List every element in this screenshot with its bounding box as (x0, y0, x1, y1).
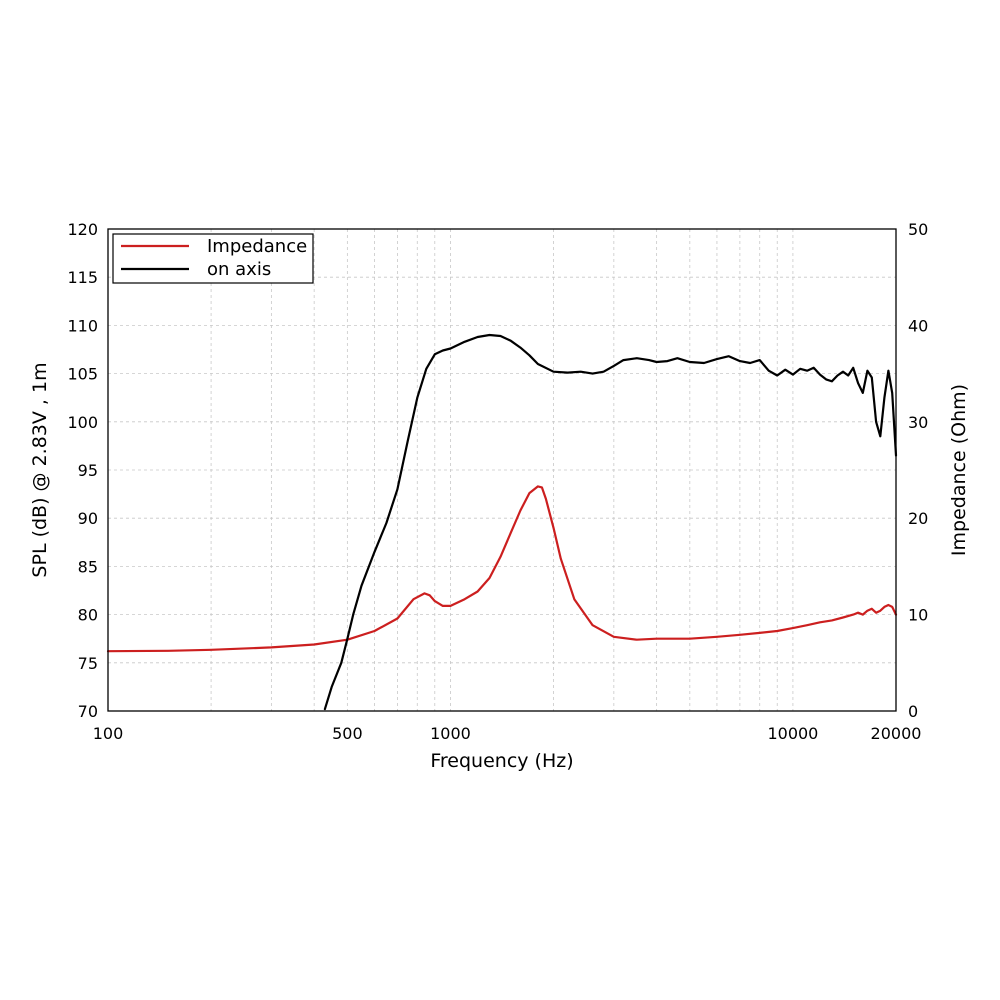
grid (108, 229, 896, 711)
tick-labels: 100 500 1000 10000 2000070758085909510010511… (67, 220, 928, 743)
y2-tick-label: 20 (908, 509, 928, 528)
y2-tick-label: 10 (908, 606, 928, 625)
y-tick-label: 110 (67, 316, 98, 335)
y2-tick-label: 0 (908, 702, 918, 721)
y-axis-title: SPL (dB) @ 2.83V , 1m (29, 362, 51, 577)
x-tick-label: 1000 (430, 724, 471, 743)
plot-frame (107, 228, 897, 712)
legend-box (112, 233, 314, 284)
y-tick-label: 95 (78, 461, 98, 480)
legend: Impedance on axis (112, 233, 314, 284)
y-tick-label: 80 (78, 606, 98, 625)
series-layer (106, 333, 898, 711)
legend-label-impedance: Impedance (207, 236, 307, 257)
y-tick-label: 70 (78, 702, 98, 721)
y2-axis-title: Impedance (Ohm) (948, 384, 970, 556)
y-tick-label: 75 (78, 654, 98, 673)
x-axis-title: Frequency (Hz) (430, 750, 573, 772)
series-line-on-axis (323, 333, 898, 711)
legend-label-on-axis: on axis (207, 259, 271, 280)
y-tick-label: 100 (67, 413, 98, 432)
y-tick-label: 85 (78, 557, 98, 576)
x-tick-label: 100 (93, 724, 124, 743)
series-line-impedance (106, 485, 898, 653)
y-tick-label: 90 (78, 509, 98, 528)
y-tick-label: 120 (67, 220, 98, 239)
y2-tick-label: 30 (908, 413, 928, 432)
y-tick-label: 115 (67, 268, 98, 287)
x-tick-label: 10000 (767, 724, 818, 743)
y2-tick-label: 50 (908, 220, 928, 239)
x-tick-label: 500 (332, 724, 363, 743)
x-tick-label: 20000 (871, 724, 922, 743)
y-tick-label: 105 (67, 365, 98, 384)
y2-tick-label: 40 (908, 316, 928, 335)
